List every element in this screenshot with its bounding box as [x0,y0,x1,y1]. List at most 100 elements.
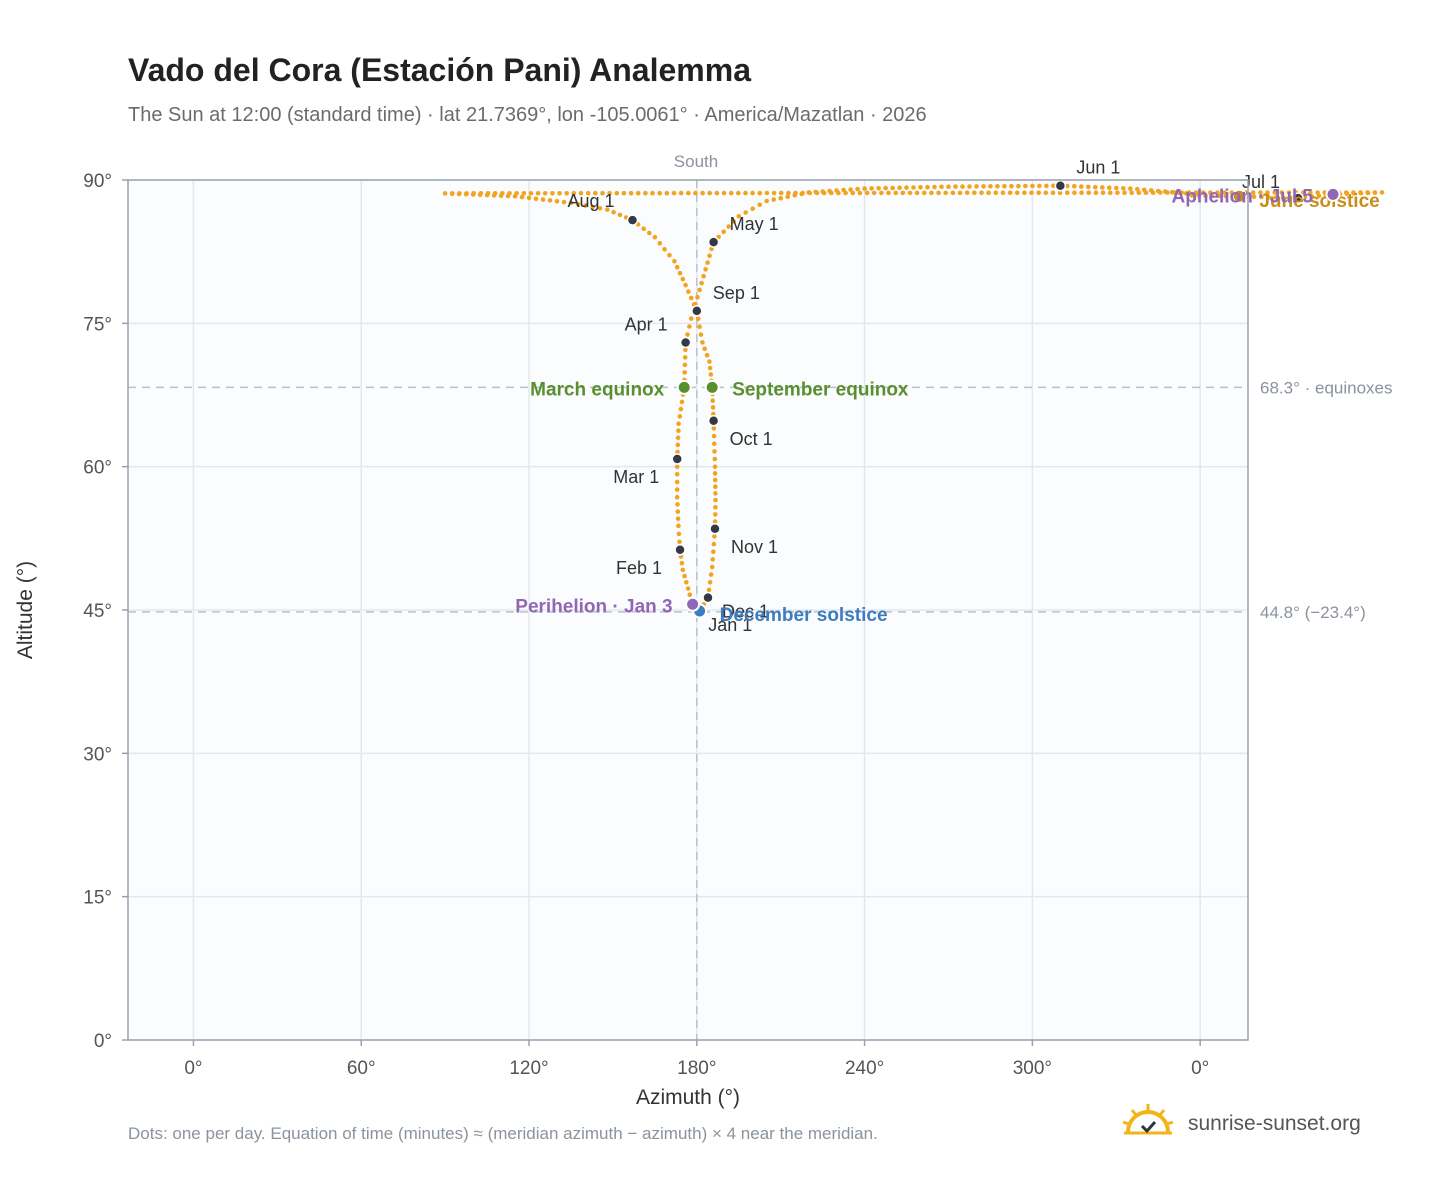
altitude-reference-label: 68.3° · equinoxes [1260,378,1393,397]
month-label: Sep 1 [713,283,760,303]
daily-sun-dot [578,190,584,196]
daily-sun-dot [1281,195,1286,200]
daily-sun-dot [512,193,518,199]
daily-sun-dot [862,186,867,191]
daily-sun-dot [897,185,902,191]
daily-sun-dot [1037,183,1042,189]
daily-sun-dot [1030,183,1035,189]
daily-sun-dot [708,572,714,577]
event-label: Aphelion · Jul 5 [1172,186,1314,207]
daily-sun-dot [687,324,692,329]
daily-sun-dot [713,497,718,503]
daily-sun-dot [995,184,1000,189]
daily-sun-dot [684,580,689,585]
daily-sun-dot [1258,190,1263,195]
daily-sun-dot [1143,190,1149,195]
daily-sun-dot [857,190,863,196]
month-marker [702,591,714,604]
month-label: Jul 1 [1242,172,1280,192]
daily-sun-dot [600,190,605,196]
daily-sun-dot [929,190,934,196]
month-label: Apr 1 [625,314,668,334]
sun-logo-icon [1120,1102,1176,1147]
daily-sun-dot [726,224,731,229]
daily-sun-dot [657,190,662,196]
daily-sun-dot [711,549,716,554]
footnote: Dots: one per day. Equation of time (min… [128,1124,878,1143]
month-marker [709,523,721,535]
daily-sun-dot [687,592,693,597]
daily-sun-dot [807,190,813,196]
daily-sun-dot [682,362,688,368]
daily-sun-dot [1129,190,1134,195]
daily-sun-dot [1128,186,1133,191]
daily-sun-dot [864,190,870,196]
daily-sun-dot [757,202,762,208]
daily-sun-dot [1023,183,1028,189]
daily-sun-dot [611,209,616,215]
month-label: Dec 1 [722,602,769,622]
daily-sun-dot [484,192,490,198]
daily-sun-dot [575,202,581,207]
daily-sun-dot [505,193,511,199]
daily-sun-dot [757,190,763,196]
analemma-curve [442,183,1385,614]
daily-sun-dot [710,398,715,404]
daily-sun-dot [677,539,682,545]
month-marker [626,214,639,226]
daily-sun-dot [918,185,923,190]
daily-sun-dot [675,516,681,521]
event-label: September equinox [732,379,909,400]
daily-sun-dot [750,206,755,211]
daily-sun-dot [1072,190,1077,195]
daily-sun-dot [1315,190,1320,195]
daily-sun-dot [1351,190,1356,195]
daily-sun-dot [939,184,944,190]
month-marker [671,453,683,465]
daily-sun-dot [979,190,984,196]
daily-sun-dot [986,190,991,196]
daily-sun-dot [1343,190,1349,195]
daily-sun-dot [678,190,684,196]
daily-sun-dot [680,567,686,573]
daily-sun-dot [914,190,920,196]
daily-sun-dot [1308,190,1313,195]
month-label: May 1 [730,214,779,234]
daily-sun-dot [449,191,455,196]
month-marker [674,544,686,556]
daily-sun-dot [793,190,798,196]
month-marker [707,236,720,248]
daily-sun-dot [700,190,705,196]
daily-sun-dot [583,203,588,208]
daily-sun-dot [1158,190,1163,195]
daily-sun-dot [710,557,715,562]
daily-sun-dot [671,190,677,196]
daily-sun-dot [554,199,560,204]
x-tick-label: 240° [845,1058,884,1079]
daily-sun-dot [1222,190,1227,195]
daily-sun-dot [617,212,623,218]
brand[interactable]: sunrise-sunset.org [1120,1102,1361,1146]
daily-sun-dot [697,287,702,293]
y-tick-label: 15° [83,888,112,909]
daily-sun-dot [800,190,805,196]
y-tick-label: 45° [83,601,112,622]
daily-sun-dot [688,316,694,321]
daily-sun-dot [667,252,672,258]
daily-sun-dot [1288,195,1293,201]
daily-sun-dot [477,192,483,198]
daily-sun-dot [1050,190,1056,196]
brand-name[interactable]: sunrise-sunset.org [1188,1112,1361,1135]
daily-sun-dot [771,190,777,196]
y-tick-label: 0° [94,1031,112,1052]
daily-sun-dot [1115,190,1120,195]
daily-sun-dot [703,267,708,272]
event-label: Perihelion · Jan 3 [515,596,672,617]
daily-sun-dot [526,195,532,201]
daily-sun-dot [1051,183,1056,189]
daily-sun-dot [650,190,655,196]
month-label: Jun 1 [1076,158,1120,178]
daily-sun-dot [1043,190,1049,196]
daily-sun-dot [470,192,476,197]
